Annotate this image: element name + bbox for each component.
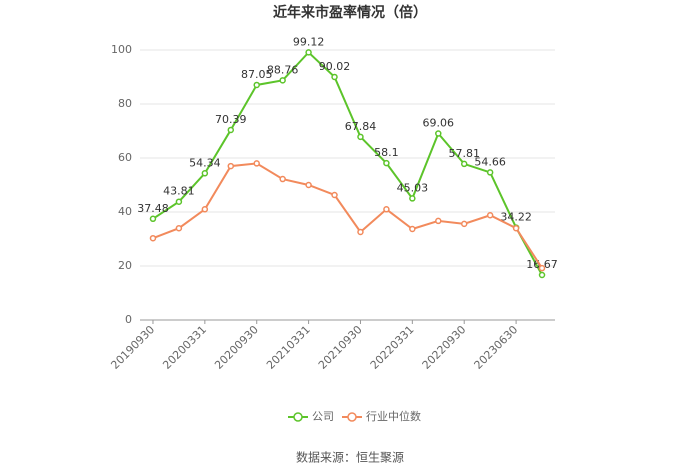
x-tick-label: 20220331 [368,323,417,372]
y-tick-label: 20 [118,259,132,272]
point [538,264,546,272]
point [460,160,468,168]
x-tick-label: 20210930 [316,323,365,372]
point [331,191,338,199]
point [201,206,209,213]
data-label: 58.1 [374,146,399,159]
source-note: 数据来源：恒生聚源 [296,450,404,465]
y-tick-label: 0 [125,313,132,326]
point [305,181,312,189]
data-label: 16.67 [526,258,558,271]
point [409,225,416,233]
legend-item: 行业中位数 [342,409,421,423]
x-tick-label: 20190930 [108,323,157,372]
chart-title: 近年来市盈率情况（倍） [273,4,427,21]
point [227,162,235,170]
point [305,49,312,56]
legend-marker [293,412,303,422]
point [227,126,235,134]
point [149,234,157,242]
legend-label: 公司 [312,410,334,423]
data-label: 57.81 [448,147,480,160]
point [201,170,209,177]
data-label: 34.22 [500,211,532,224]
data-label: 54.66 [474,155,506,168]
y-tick-label: 100 [111,43,132,56]
series-line [152,162,543,269]
point [512,224,520,232]
point [486,169,494,176]
point [383,206,390,213]
point [279,175,286,183]
data-label: 69.06 [423,117,455,130]
data-label: 45.03 [397,181,429,194]
point [409,195,416,202]
point [435,217,442,225]
point [435,130,442,137]
data-label: 99.12 [293,35,325,48]
x-tick-label: 20220930 [420,323,469,372]
point [357,228,364,236]
y-tick-label: 60 [118,151,132,164]
series-line [152,50,543,276]
data-label: 70.39 [215,113,247,126]
data-label: 87.05 [241,68,273,81]
data-label: 43.81 [163,185,195,198]
y-tick-label: 40 [118,205,132,218]
point [460,220,468,228]
point [383,159,390,167]
x-tick-label: 20200331 [160,323,209,372]
data-label: 67.84 [345,120,377,133]
data-label: 90.02 [319,60,351,73]
point [175,224,183,232]
legend-marker [347,412,357,422]
point [253,81,260,89]
data-label: 88.76 [267,63,299,76]
x-tick-label: 20210331 [264,323,313,372]
legend-item: 公司 [288,410,334,423]
point [149,215,157,223]
y-tick-label: 80 [118,97,132,110]
point [253,160,260,167]
point [331,73,338,81]
data-label: 54.34 [189,156,221,169]
point [486,211,494,219]
point [279,77,286,84]
x-tick-label: 20230630 [472,323,521,372]
point [538,271,546,279]
point [357,133,364,141]
data-label: 37.48 [137,202,169,215]
legend-label: 行业中位数 [366,409,421,423]
point [175,198,183,205]
x-tick-label: 20200930 [212,323,261,372]
